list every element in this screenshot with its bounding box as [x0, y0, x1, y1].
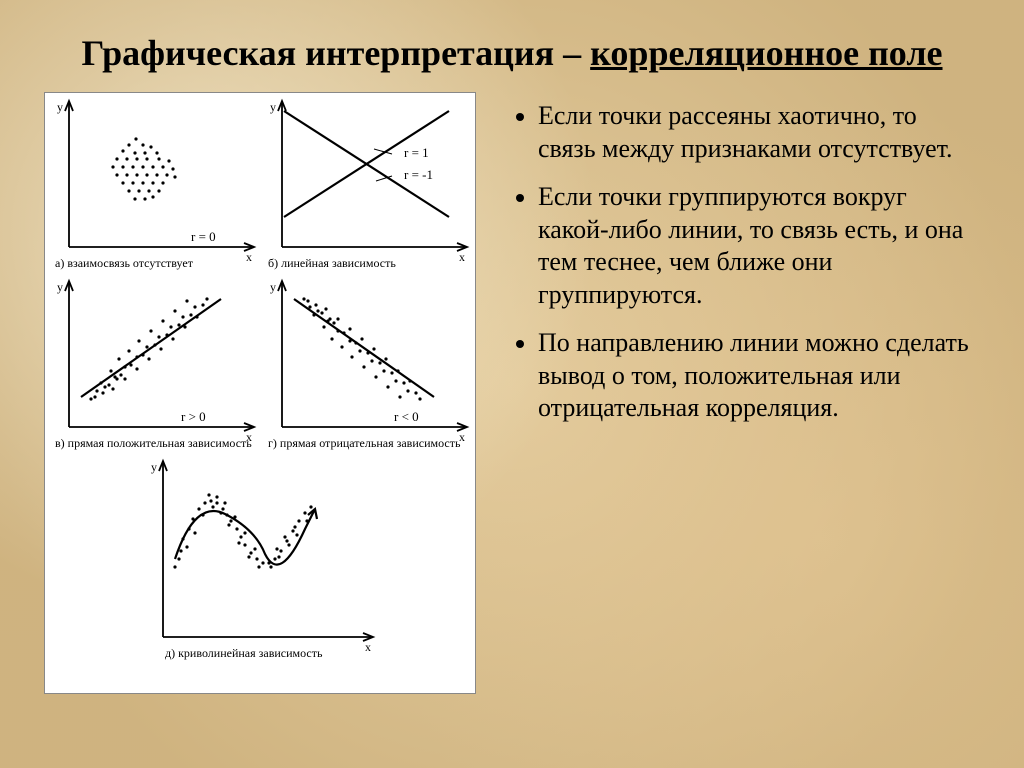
figure-column: у х r = 0 а) взаимосвязь отсутствует у х r = 1… — [44, 92, 494, 694]
svg-text:r = 0: r = 0 — [191, 229, 216, 244]
bullet-item: По направлению линии можно сделать вывод… — [538, 327, 976, 425]
svg-text:г) прямая отрицательная зависи: г) прямая отрицательная зависимость — [268, 436, 461, 450]
svg-text:х: х — [365, 640, 371, 654]
svg-text:х: х — [246, 250, 252, 264]
svg-text:у: у — [270, 280, 276, 294]
page-title: Графическая интерпретация – корреляционн… — [44, 32, 980, 74]
title-prefix: Графическая интерпретация – — [81, 33, 590, 73]
explanation-bullets: Если точки рассеяны хаотично, то связь м… — [510, 92, 980, 694]
correlation-figure: у х r = 0 а) взаимосвязь отсутствует у х r = 1… — [44, 92, 476, 694]
svg-text:у: у — [151, 460, 157, 474]
svg-text:в) прямая положительная зависи: в) прямая положительная зависимость — [55, 436, 252, 450]
svg-text:б) линейная зависимость: б) линейная зависимость — [268, 256, 396, 270]
svg-text:х: х — [459, 250, 465, 264]
content-row: у х r = 0 а) взаимосвязь отсутствует у х r = 1… — [44, 92, 980, 694]
svg-text:r < 0: r < 0 — [394, 409, 419, 424]
title-underlined: корреляционное поле — [590, 33, 942, 73]
bullet-item: Если точки группируются вокруг какой-либ… — [538, 181, 976, 311]
svg-text:у: у — [57, 280, 63, 294]
svg-text:д) криволинейная зависимость: д) криволинейная зависимость — [165, 646, 323, 660]
svg-text:у: у — [57, 100, 63, 114]
svg-text:r > 0: r > 0 — [181, 409, 206, 424]
svg-text:у: у — [270, 100, 276, 114]
svg-text:а) взаимосвязь отсутствует: а) взаимосвязь отсутствует — [55, 256, 194, 270]
bullet-item: Если точки рассеяны хаотично, то связь м… — [538, 100, 976, 165]
svg-text:r = -1: r = -1 — [404, 167, 433, 182]
svg-text:r = 1: r = 1 — [404, 145, 429, 160]
